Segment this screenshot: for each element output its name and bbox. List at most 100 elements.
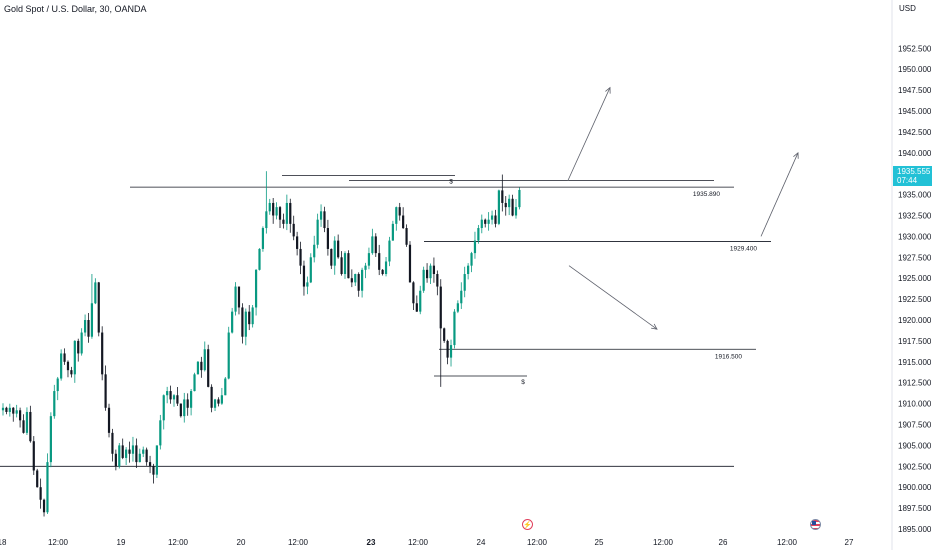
price-tick-label: 1902.500: [898, 462, 932, 471]
candle-body: [73, 340, 76, 375]
price-tick-label: 1920.000: [898, 316, 932, 325]
candle-body: [60, 353, 63, 379]
candle-body: [207, 349, 210, 387]
candle-body: [159, 420, 162, 446]
candle-body: [361, 269, 364, 291]
chart-title: Gold Spot / U.S. Dollar, 30, OANDA: [4, 4, 147, 14]
time-tick-label: 25: [595, 538, 604, 547]
candle-body: [296, 236, 299, 249]
candle-body: [330, 248, 333, 266]
candle-body: [231, 311, 234, 333]
candle-body: [460, 290, 463, 304]
candle-body: [66, 361, 70, 371]
candle-body: [237, 286, 241, 308]
candle-body: [490, 215, 494, 220]
candle-body: [395, 207, 398, 224]
candle-body: [484, 219, 487, 224]
candle-body: [357, 274, 360, 291]
time-tick-label: 12:00: [408, 538, 429, 547]
candle-body: [265, 211, 268, 229]
candle-body: [46, 462, 49, 513]
us-flag-icon[interactable]: [810, 519, 821, 530]
candle-body: [152, 466, 155, 475]
candle-body: [508, 198, 511, 208]
arrow-head: [605, 86, 611, 94]
candle-body: [408, 244, 412, 283]
candle-body: [101, 332, 104, 375]
candle-body: [268, 202, 271, 212]
candle-body: [39, 487, 42, 500]
candle-body: [162, 395, 165, 421]
candle-body: [148, 462, 152, 467]
projection-arrow: [568, 265, 658, 330]
candle-body: [19, 410, 22, 421]
candle-body: [432, 265, 436, 275]
price-tick-label: 1897.500: [898, 504, 932, 513]
candle-body: [12, 407, 15, 414]
time-tick-label: 12:00: [777, 538, 798, 547]
current-price-tag: 1935.555 07:44: [893, 166, 932, 186]
price-level-label: 1929.400: [730, 245, 757, 252]
price-tick-label: 1925.000: [898, 274, 932, 283]
time-axis[interactable]: 18 12:00 19 12:00 20 12:00 23 12:00 24 12:00 25 12:…: [0, 538, 854, 547]
candle-body: [501, 190, 504, 203]
candle-body: [278, 207, 282, 220]
candle-body: [477, 228, 480, 241]
candle-body: [155, 445, 158, 475]
horizontal-levels: 1935.890 1929.400 1916.500: [0, 179, 771, 467]
candle-body: [514, 207, 518, 216]
candle-body: [367, 253, 371, 266]
candle-body: [8, 407, 11, 412]
candle-body: [227, 332, 230, 379]
candle-body: [87, 320, 90, 337]
time-tick-label: 12:00: [527, 538, 548, 547]
candle-body: [114, 453, 117, 467]
candle-body: [183, 399, 186, 417]
candle-body: [309, 257, 312, 283]
time-tick-label: 12:00: [48, 538, 69, 547]
candle-body: [186, 399, 189, 408]
projection-arrow: [567, 87, 611, 181]
candle-body: [203, 349, 206, 371]
candle-body: [224, 378, 227, 396]
candle-body: [350, 278, 353, 283]
candle-body: [326, 228, 329, 249]
candle-body: [63, 353, 66, 362]
candle-body: [422, 269, 425, 291]
candle-body: [251, 307, 254, 325]
candle-body: [241, 307, 244, 337]
candle-body: [217, 399, 220, 404]
price-axis[interactable]: 1895.000 1897.500 1900.000 1902.500 1905.000…: [898, 44, 932, 534]
candle-body: [333, 240, 336, 266]
candle-body: [343, 253, 347, 275]
candle-body: [77, 340, 80, 354]
candle-body: [443, 328, 446, 341]
flash-event-icon[interactable]: ⚡: [522, 519, 533, 530]
candle-body: [1, 407, 5, 411]
price-tick-label: 1932.500: [898, 212, 932, 221]
candle-body: [487, 219, 490, 224]
candle-body: [36, 470, 39, 488]
candle-body: [299, 248, 302, 266]
candle-body: [70, 370, 73, 375]
price-tick-label: 1907.500: [898, 421, 932, 430]
price-tick-label: 1905.000: [898, 441, 932, 450]
candle-body: [200, 361, 203, 371]
time-tick-label: 24: [477, 538, 486, 547]
time-tick-label: 12:00: [653, 538, 674, 547]
candle-body: [53, 391, 56, 417]
candle-body: [378, 253, 381, 270]
candle-body: [80, 332, 83, 354]
price-tick-label: 1935.000: [898, 191, 932, 200]
time-tick-label: 20: [237, 538, 246, 547]
candle-body: [49, 416, 52, 463]
candle-body: [176, 395, 179, 404]
candle-body: [405, 228, 408, 245]
candle-body: [463, 274, 466, 291]
candle-body: [29, 411, 32, 442]
candle-body: [83, 320, 87, 333]
candle-body: [285, 202, 288, 224]
candle-body: [220, 395, 223, 404]
price-tick-label: 1922.500: [898, 295, 932, 304]
